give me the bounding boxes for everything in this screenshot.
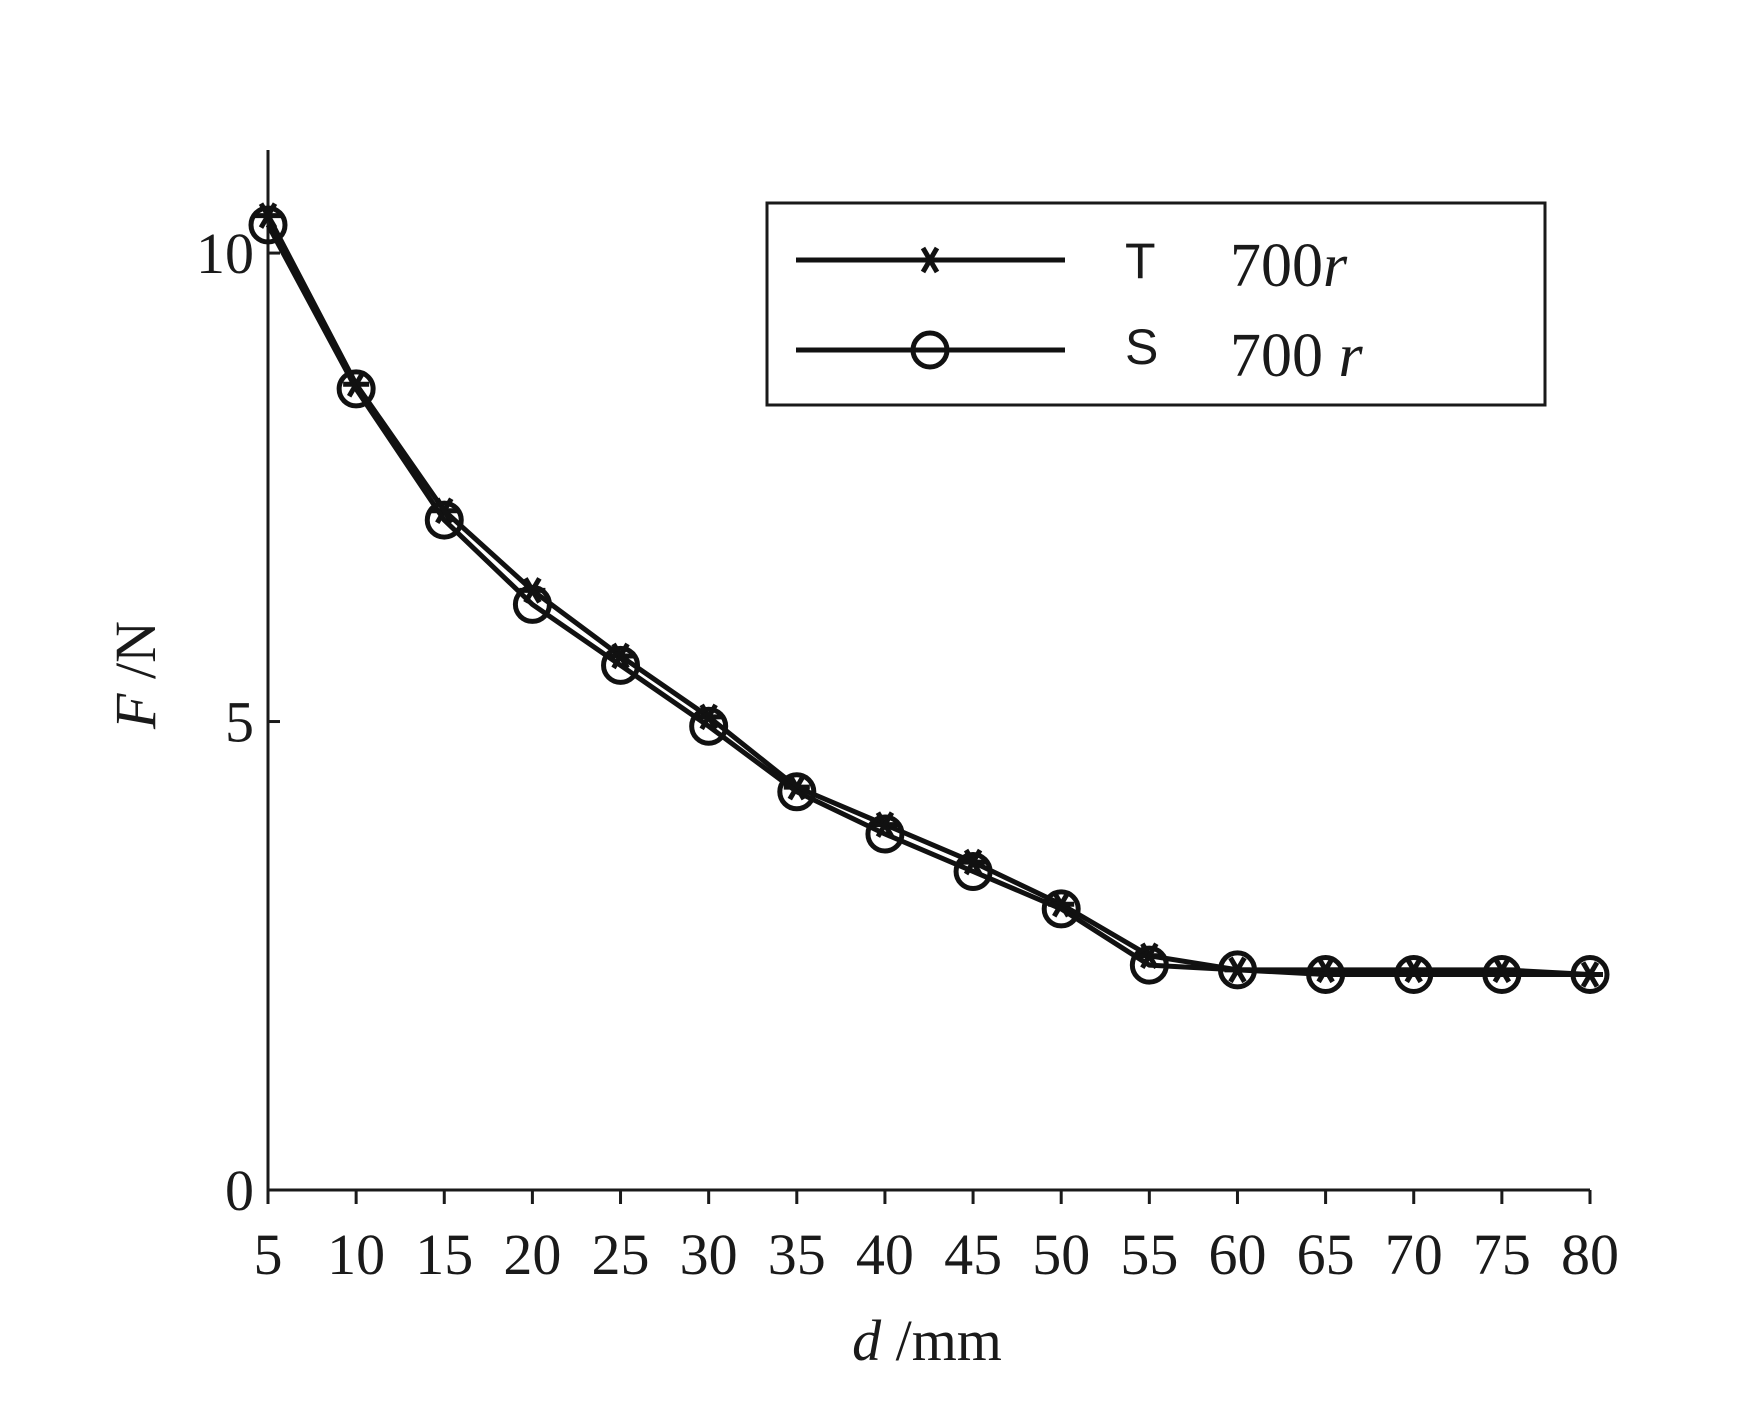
x-tick-label: 15 (415, 1222, 473, 1287)
x-axis-title: d /mm (852, 1308, 1002, 1373)
legend-series-name-s: S (1125, 319, 1158, 375)
legend-item-s: S 700 r (796, 319, 1364, 390)
data-point-circle (953, 851, 993, 891)
data-point-circle (512, 584, 552, 624)
x-tick-label: 30 (680, 1222, 738, 1287)
axes (266, 150, 1590, 1192)
data-point-circle (689, 706, 729, 746)
x-tick-label: 50 (1032, 1222, 1090, 1287)
asterisk-marker-icon (917, 246, 943, 274)
x-tick-label: 25 (592, 1222, 650, 1287)
y-tick-label: 10 (196, 221, 254, 286)
data-point-circle (1482, 955, 1522, 995)
legend: T 700r S 700 r (765, 201, 1547, 407)
circle-marker-icon (910, 330, 950, 370)
x-tick-label: 35 (768, 1222, 826, 1287)
x-tick-label: 5 (254, 1222, 283, 1287)
x-tick-label: 20 (503, 1222, 561, 1287)
x-tick-label: 60 (1208, 1222, 1266, 1287)
data-point-circle (865, 814, 905, 854)
legend-series-label-s: 700 r (1230, 322, 1364, 390)
legend-series-name-t: T (1125, 233, 1156, 289)
x-tick-label: 65 (1297, 1222, 1355, 1287)
x-tick-label: 40 (856, 1222, 914, 1287)
series-s (248, 205, 1610, 995)
y-axis-unit: /N (103, 621, 168, 694)
series-line-s (265, 223, 1590, 978)
data-point-circle (248, 205, 288, 245)
data-point-circle (424, 500, 464, 540)
x-axis-unit: /mm (881, 1308, 1002, 1373)
data-point-circle (1570, 955, 1610, 995)
legend-series-label-t: 700r (1230, 232, 1348, 300)
y-tick-label: 5 (225, 690, 254, 755)
data-point-circle (1129, 945, 1169, 985)
data-point-circle (1394, 955, 1434, 995)
data-point-asterisk (1400, 956, 1427, 984)
legend-item-t: T 700r (796, 232, 1348, 300)
data-point-circle (1041, 889, 1081, 929)
y-axis-variable: F (103, 693, 168, 730)
x-tick-label: 70 (1385, 1222, 1443, 1287)
x-tick-label: 10 (327, 1222, 385, 1287)
x-axis-variable: d (852, 1308, 882, 1373)
data-point-circle (1306, 955, 1346, 995)
x-tick-label: 80 (1561, 1222, 1619, 1287)
series (248, 202, 1610, 995)
series-line-t (265, 214, 1591, 978)
data-point-asterisk (1312, 956, 1339, 984)
data-point-circle (601, 645, 641, 685)
x-tick-label: 45 (944, 1222, 1002, 1287)
data-point-asterisk (1488, 956, 1515, 984)
y-axis-title: F /N (103, 621, 168, 730)
y-tick-label: 0 (225, 1158, 254, 1223)
x-tick-label: 75 (1473, 1222, 1531, 1287)
data-point-circle (1217, 950, 1257, 990)
data-point-circle (336, 369, 376, 409)
data-point-circle (777, 772, 817, 812)
legend-box (765, 201, 1547, 407)
x-tick-label: 55 (1120, 1222, 1178, 1287)
